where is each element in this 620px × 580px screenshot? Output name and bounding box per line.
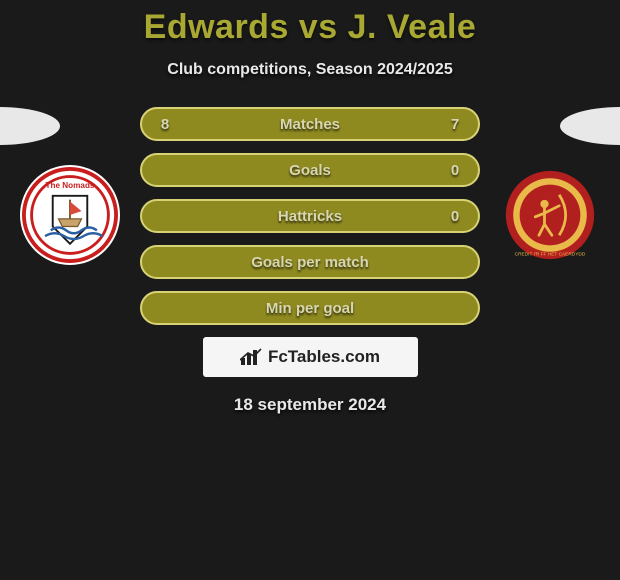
stat-label: Hattricks xyxy=(174,208,446,225)
stat-row-goals: Goals 0 xyxy=(140,153,480,187)
left-club-badge: The Nomads xyxy=(20,165,120,265)
stat-label: Min per goal xyxy=(174,300,446,317)
stat-label: Goals xyxy=(174,162,446,179)
stat-row-hattricks: Hattricks 0 xyxy=(140,199,480,233)
stat-label: Matches xyxy=(174,116,446,133)
svg-text:CREDIT I'R FF HET CAERDYDD: CREDIT I'R FF HET CAERDYDD xyxy=(515,251,586,257)
nomads-crest-icon: The Nomads xyxy=(22,167,118,263)
stat-label: Goals per match xyxy=(174,254,446,271)
bar-chart-icon xyxy=(240,348,262,366)
stat-left-value: 8 xyxy=(156,116,174,133)
page-title: Edwards vs J. Veale xyxy=(0,0,620,47)
svg-text:The Nomads: The Nomads xyxy=(46,181,95,190)
stat-row-matches: 8 Matches 7 xyxy=(140,107,480,141)
left-name-pill xyxy=(0,107,60,145)
fctables-brand[interactable]: FcTables.com xyxy=(203,337,418,377)
right-name-pill xyxy=(560,107,620,145)
stat-right-value: 0 xyxy=(446,162,464,179)
brand-label: FcTables.com xyxy=(268,347,380,367)
stat-right-value: 7 xyxy=(446,116,464,133)
snapshot-date: 18 september 2024 xyxy=(0,395,620,415)
stat-right-value: 0 xyxy=(446,208,464,225)
archer-crest-icon: CREDIT I'R FF HET CAERDYDD xyxy=(504,169,596,261)
stat-row-goals-per-match: Goals per match xyxy=(140,245,480,279)
comparison-panel: The Nomads CREDIT I'R FF HET CAERDYDD 8 xyxy=(0,107,620,415)
subtitle: Club competitions, Season 2024/2025 xyxy=(0,61,620,79)
right-club-badge: CREDIT I'R FF HET CAERDYDD xyxy=(500,165,600,265)
stat-row-min-per-goal: Min per goal xyxy=(140,291,480,325)
